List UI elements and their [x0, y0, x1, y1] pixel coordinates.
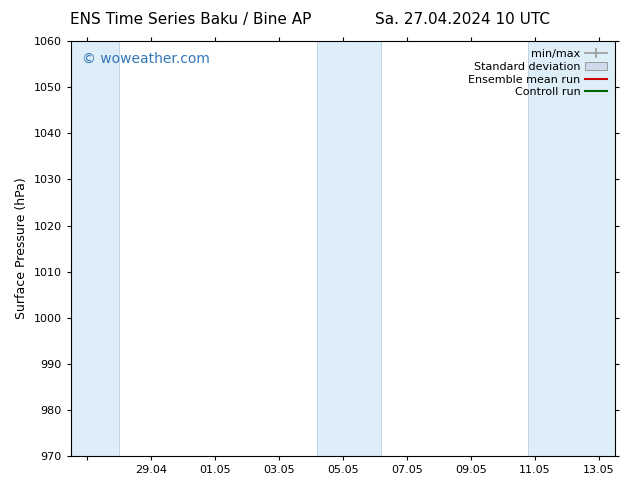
Y-axis label: Surface Pressure (hPa): Surface Pressure (hPa) [15, 178, 28, 319]
Bar [317, 41, 381, 456]
Bar [528, 41, 615, 456]
Text: ENS Time Series Baku / Bine AP: ENS Time Series Baku / Bine AP [70, 12, 311, 27]
Legend: min/max, Standard deviation, Ensemble mean run, Controll run: min/max, Standard deviation, Ensemble me… [466, 47, 609, 99]
Text: © woweather.com: © woweather.com [82, 51, 209, 66]
Text: Sa. 27.04.2024 10 UTC: Sa. 27.04.2024 10 UTC [375, 12, 550, 27]
Bar [71, 41, 119, 456]
